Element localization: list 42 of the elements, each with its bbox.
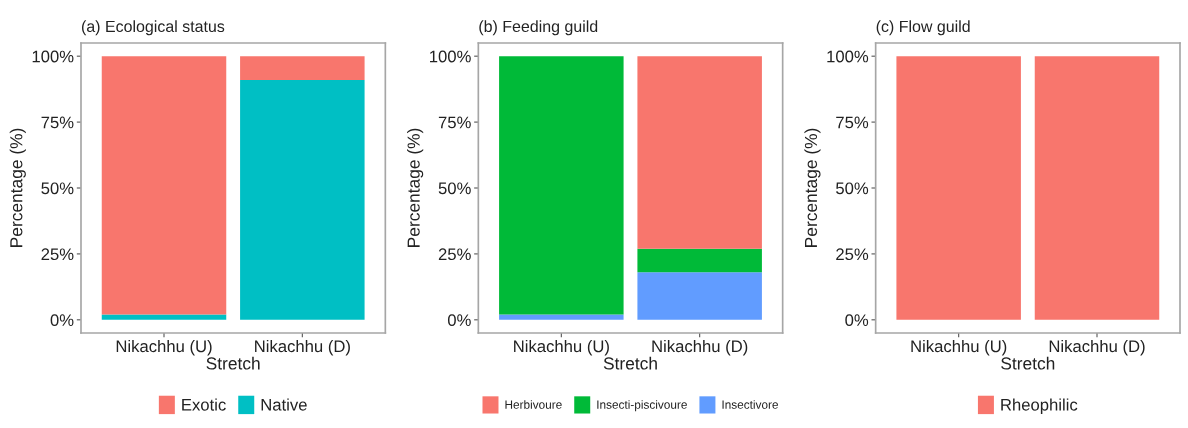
x-tick-label: Nikachhu (U) — [911, 339, 1007, 356]
y-tick-label: 0% — [447, 314, 471, 327]
x-tick-label: Nikachhu (U) — [514, 339, 609, 356]
bar — [637, 272, 762, 320]
legend-label: Native — [261, 398, 307, 411]
chart-title: (a) Ecological status — [81, 20, 225, 36]
x-tick-label: Nikachhu (D) — [652, 339, 748, 356]
y-tick-label: 50% — [836, 182, 869, 195]
chart-title: (c) Flow guild — [876, 20, 970, 36]
y-tick-label: 50% — [41, 182, 74, 195]
bar — [240, 56, 365, 80]
bar — [101, 314, 227, 320]
x-axis-title: Stretch — [603, 356, 657, 370]
y-tick-label: 100% — [430, 50, 471, 63]
y-axis-title: Percentage (%) — [407, 128, 424, 247]
x-axis-title: Stretch — [1001, 356, 1055, 370]
y-axis-title: Percentage (%) — [804, 128, 821, 247]
y-tick-label: 25% — [41, 248, 74, 261]
x-axis-title: Stretch — [206, 356, 260, 370]
x-tick-label: Nikachhu (U) — [116, 339, 212, 356]
y-tick-label: 25% — [836, 248, 869, 261]
y-tick-label: 75% — [836, 116, 869, 129]
chart-title: (b) Feeding guild — [479, 20, 598, 36]
y-tick-label: 50% — [438, 182, 471, 195]
legend-label: Exotic — [182, 398, 226, 411]
y-tick-label: 75% — [41, 116, 74, 129]
x-tick-label: Nikachhu (D) — [1049, 339, 1145, 356]
legend-label: Insectivore — [722, 400, 778, 409]
legend-label: Rheophilic — [1001, 398, 1078, 414]
y-tick-label: 0% — [50, 314, 74, 327]
y-tick-label: 100% — [827, 50, 869, 63]
y-axis-title: Percentage (%) — [9, 128, 26, 247]
bar — [637, 56, 762, 249]
y-tick-label: 25% — [438, 248, 471, 261]
y-tick-label: 0% — [845, 314, 869, 327]
y-tick-label: 75% — [438, 116, 471, 129]
bar — [637, 248, 762, 273]
y-tick-label: 100% — [32, 50, 74, 63]
x-tick-label: Nikachhu (D) — [255, 339, 350, 356]
bar — [499, 314, 624, 320]
legend-label: Insecti-piscivoure — [597, 400, 687, 412]
legend-label: Herbivoure — [505, 400, 562, 409]
